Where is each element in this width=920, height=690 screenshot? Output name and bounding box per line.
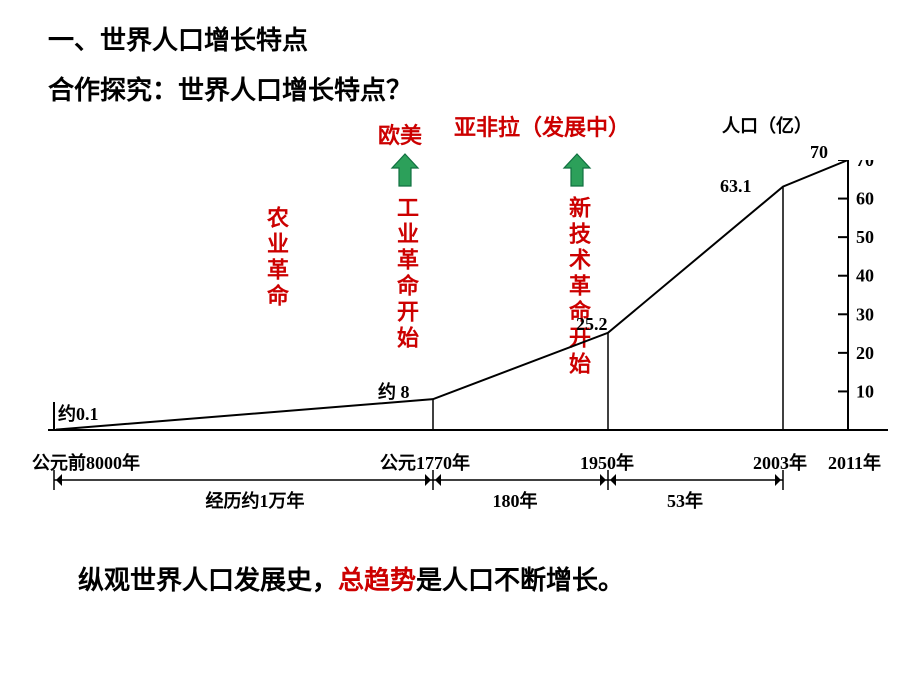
svg-text:60: 60 [856, 189, 874, 209]
duration-2: 53年 [650, 487, 720, 513]
title-line-2: 合作探究：世界人口增长特点？ [48, 70, 412, 107]
y-axis-title: 人口（亿） [722, 112, 812, 138]
title-line-1: 一、世界人口增长特点 [48, 20, 308, 57]
title-line-2-prefix: 合作探究： [48, 76, 178, 105]
svg-text:10: 10 [856, 381, 874, 401]
conclusion-suffix: 是人口不断增长。 [416, 566, 624, 595]
region-label-asia-af-la: 亚非拉（发展中） [454, 110, 630, 142]
data-label-v1: 约 8 [378, 378, 410, 404]
x-tick-1: 公元1770年 [380, 449, 470, 475]
svg-text:30: 30 [856, 304, 874, 324]
region-label-eu-us: 欧美 [378, 118, 422, 150]
x-tick-0: 公元前8000年 [32, 449, 140, 475]
title-line-2-suffix: 世界人口增长特点？ [178, 76, 412, 105]
data-label-v4: 70 [810, 142, 828, 163]
data-label-v0: 约0.1 [58, 400, 99, 426]
conclusion-highlight: 总趋势 [338, 566, 416, 595]
duration-1: 180年 [475, 487, 555, 513]
svg-text:40: 40 [856, 266, 874, 286]
svg-text:20: 20 [856, 343, 874, 363]
data-label-v2: 25.2 [576, 314, 608, 335]
duration-0: 经历约1万年 [185, 487, 325, 513]
x-tick-2: 1950年 [580, 449, 634, 475]
x-tick-3: 2003年 [753, 449, 807, 475]
conclusion-prefix: 纵观世界人口发展史， [78, 566, 338, 595]
x-tick-4: 2011年 [828, 449, 881, 475]
conclusion-text: 纵观世界人口发展史，总趋势是人口不断增长。 [78, 560, 624, 597]
svg-text:50: 50 [856, 227, 874, 247]
svg-text:70: 70 [856, 160, 874, 170]
data-label-v3: 63.1 [720, 176, 752, 197]
